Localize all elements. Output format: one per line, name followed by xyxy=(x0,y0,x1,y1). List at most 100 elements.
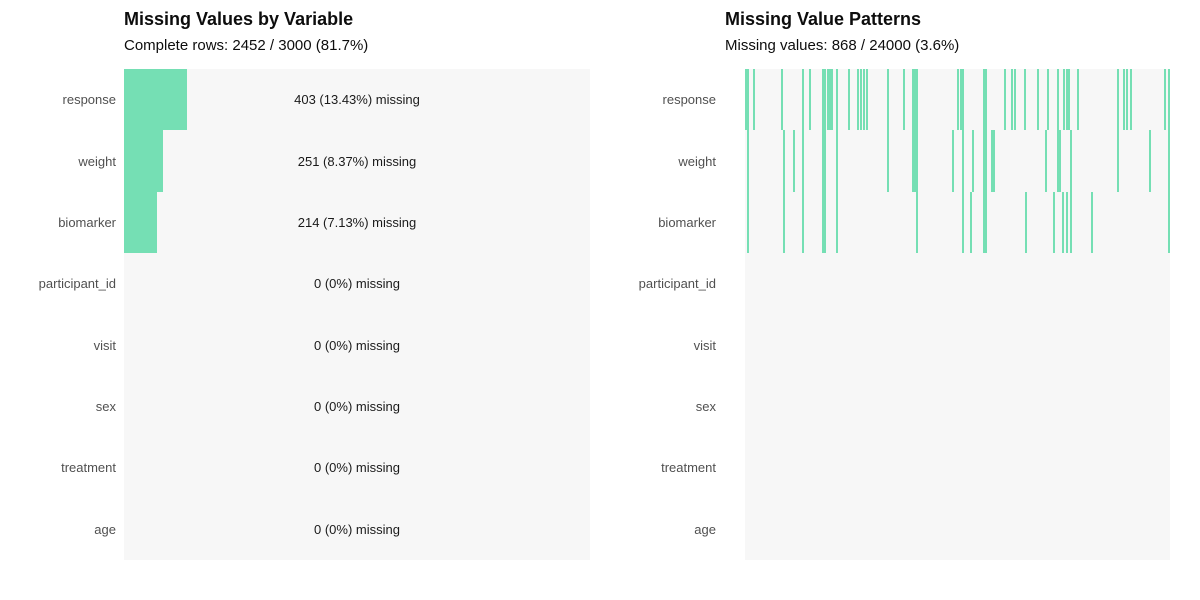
missing-strip xyxy=(824,191,827,254)
missing-strip xyxy=(957,69,960,131)
missing-strip xyxy=(1070,191,1073,254)
missing-strip xyxy=(1116,69,1119,131)
missing-strip xyxy=(1068,69,1070,131)
missing-strip xyxy=(835,191,838,254)
missing-strip xyxy=(915,191,918,254)
y-axis-label-response: response xyxy=(662,92,716,108)
missing-strip xyxy=(1011,69,1014,131)
missing-strip xyxy=(1062,191,1065,254)
y-axis-label-sex: sex xyxy=(95,399,116,415)
bar-chart-plot-area: 403 (13.43%) missing 251 (8.37%) missing 2… xyxy=(124,69,590,560)
missing-strip xyxy=(1070,130,1073,192)
y-axis-label-participant_id: participant_id xyxy=(38,276,116,292)
missing-strip xyxy=(912,130,915,192)
missing-strip xyxy=(1130,69,1133,131)
missing-strip xyxy=(1059,130,1062,192)
right-chart-title: Missing Value Patterns xyxy=(725,9,922,29)
missing-strip xyxy=(1164,69,1167,131)
missing-strip xyxy=(747,130,750,192)
missing-strip xyxy=(914,69,917,131)
missing-strip xyxy=(781,69,784,131)
y-axis-label-weight: weight xyxy=(678,153,716,169)
missing-bar-biomarker xyxy=(124,191,158,254)
y-axis-label-sex: sex xyxy=(695,399,716,415)
missing-strip xyxy=(801,69,804,131)
missing-value-patterns-panel: Missing Value Patterns Missing values: 8… xyxy=(600,0,1200,600)
missing-strip xyxy=(827,69,830,131)
y-axis-label-treatment: treatment xyxy=(661,460,716,476)
missing-count-label-treatment: 0 (0%) missing xyxy=(314,460,400,476)
y-axis-label-visit: visit xyxy=(693,337,716,353)
missing-strip xyxy=(747,69,750,131)
missing-strip xyxy=(969,191,972,254)
missing-strip xyxy=(1065,191,1068,254)
missing-strip xyxy=(903,69,906,131)
missing-strip xyxy=(782,191,785,254)
missing-strip xyxy=(886,69,889,131)
missing-count-label-age: 0 (0%) missing xyxy=(314,521,400,537)
missing-strip xyxy=(993,130,996,192)
missing-strip xyxy=(821,191,824,254)
missing-strip xyxy=(912,69,915,131)
y-axis-label-biomarker: biomarker xyxy=(58,214,116,230)
missing-strip xyxy=(829,69,832,131)
missing-strip xyxy=(1065,69,1068,131)
missing-strip xyxy=(1090,191,1093,254)
missing-strip xyxy=(793,130,796,192)
missing-strip xyxy=(835,130,838,192)
missing-strip xyxy=(801,191,804,254)
missing-strip xyxy=(1168,191,1170,254)
y-axis-label-age: age xyxy=(694,521,716,537)
missing-values-by-variable-panel: Missing Values by Variable Complete rows… xyxy=(38,9,590,560)
missing-count-label-weight: 251 (8.37%) missing xyxy=(297,153,417,169)
missing-strip xyxy=(809,69,812,131)
missing-strip xyxy=(824,130,827,192)
right-chart-subtitle: Missing values: 868 / 24000 (3.6%) xyxy=(725,37,960,54)
y-axis-label-treatment: treatment xyxy=(61,460,116,476)
missing-strip xyxy=(753,69,756,131)
missing-strip xyxy=(886,130,889,192)
left-chart-title: Missing Values by Variable xyxy=(124,9,354,29)
missing-strip xyxy=(1125,69,1128,131)
missing-strip xyxy=(745,69,747,131)
missing-strip xyxy=(824,69,827,131)
missing-count-label-biomarker: 214 (7.13%) missing xyxy=(297,214,417,230)
missing-strip xyxy=(835,69,838,131)
missing-strip xyxy=(985,191,988,254)
missing-strip xyxy=(1045,130,1048,192)
missing-strip xyxy=(983,191,985,254)
missing-count-label-participant_id: 0 (0%) missing xyxy=(314,276,400,292)
missing-strip xyxy=(1047,69,1050,131)
missing-strip xyxy=(1168,130,1170,192)
missing-strip xyxy=(1062,69,1065,131)
missing-strip xyxy=(1116,130,1119,192)
missing-strip xyxy=(960,69,963,131)
missing-strip xyxy=(857,69,860,131)
missing-strip xyxy=(821,69,824,131)
missing-strip xyxy=(863,69,866,131)
missing-strip xyxy=(991,130,994,192)
missing-strip xyxy=(983,130,985,192)
missing-count-label-response: 403 (13.43%) missing xyxy=(294,92,420,108)
missing-strip xyxy=(801,130,804,192)
missing-strip xyxy=(1056,69,1059,131)
y-axis-label-participant_id: participant_id xyxy=(638,276,716,292)
missing-strip xyxy=(1122,69,1125,131)
missing-strip xyxy=(1036,69,1039,131)
missing-strip xyxy=(983,69,985,131)
missing-strip xyxy=(821,130,824,192)
missing-strip xyxy=(1025,191,1028,254)
missing-bar-response xyxy=(124,69,187,131)
missing-strip xyxy=(847,69,850,131)
missing-strip xyxy=(1168,69,1170,131)
missing-strip xyxy=(1053,191,1056,254)
missing-strip xyxy=(782,130,785,192)
missing-strip xyxy=(962,191,965,254)
y-axis-label-response: response xyxy=(62,92,116,108)
pattern-matrix-plot-area xyxy=(745,69,1170,560)
missing-strip xyxy=(1056,130,1059,192)
missing-strip xyxy=(866,69,869,131)
missing-count-label-sex: 0 (0%) missing xyxy=(314,399,400,415)
missing-strip xyxy=(962,130,965,192)
missing-bar-weight xyxy=(124,130,163,192)
